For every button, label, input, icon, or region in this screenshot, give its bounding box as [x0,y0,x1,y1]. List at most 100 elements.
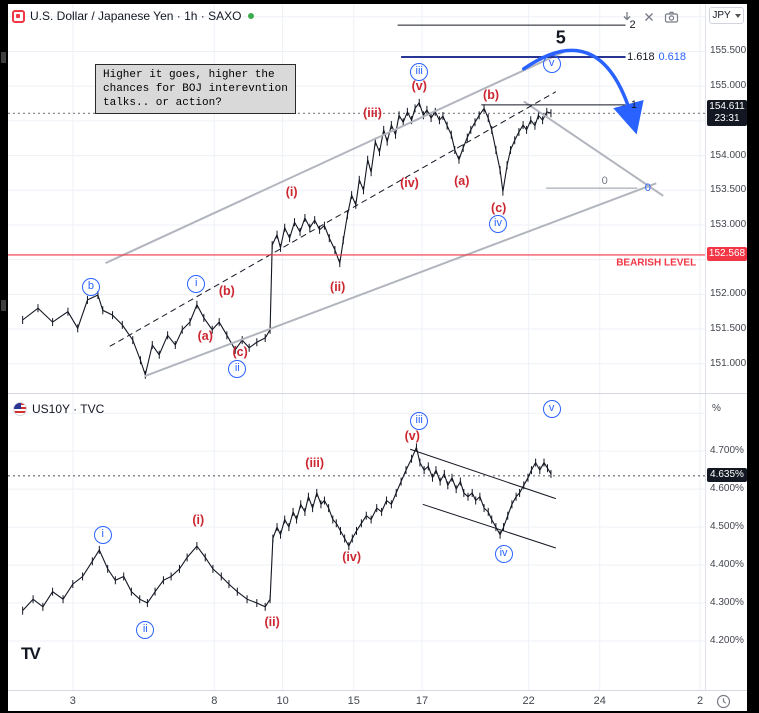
wave-label[interactable]: (i) [285,184,298,199]
price-scale-label: 152.000 [710,288,747,300]
price-badge: 154.611 23:31 [707,99,747,126]
price-scale-label: 153.000 [710,218,747,230]
symbol-title[interactable]: U.S. Dollar / Japanese Yen · 1h · SAXO [30,9,242,23]
time-axis-labels: 3 8 10 15 17 22 24 2 [8,691,747,711]
trendline[interactable] [109,91,557,347]
symbol-legend-2[interactable]: US10Y · TVC [13,402,104,416]
symbol-title-2[interactable]: US10Y · TVC [32,402,105,416]
symbol-legend[interactable]: U.S. Dollar / Japanese Yen · 1h · SAXO [12,9,255,23]
price-scale-label: 4.200% [710,635,744,646]
chart-pane-area[interactable]: Higher it goes, higher the chances for B… [8,4,705,690]
level-label[interactable]: 0 [601,175,608,188]
level-label[interactable]: 1 [630,98,637,111]
currency-label: JPY [712,10,731,21]
note-line: Higher it goes, higher the [103,69,275,81]
price-series [22,101,552,377]
price-scale-label: 155.500 [710,45,747,57]
wave-label[interactable]: (v) [411,79,427,94]
time-axis-label: 8 [211,695,218,707]
wave-label[interactable]: (a) [454,174,470,189]
trendline[interactable] [523,100,664,197]
pane-separator[interactable] [8,393,747,394]
time-axis-label: 24 [593,695,606,707]
price-scale-label: 4.700% [710,445,744,457]
wave-circle-label[interactable]: b [81,278,100,297]
wave-label[interactable]: (iii) [305,455,325,470]
chevron-down-icon [734,13,741,18]
price-badge: 4.635% [707,468,747,483]
level-label[interactable]: 0 [644,182,651,195]
pane-controls [620,10,679,24]
price-scale-label: 151.000 [710,357,747,369]
price-scale-label: 155.000 [710,80,747,92]
wave-label[interactable]: (iv) [400,176,419,191]
price-scale-label: 4.600% [710,483,744,495]
wave-label[interactable]: (ii) [330,280,346,295]
price-scale-labels: 155.500 155.000 154.000 153.500 153.000 152.0… [706,4,747,690]
price-badge: 152.568 [707,247,747,262]
price-series [22,445,552,611]
wave-label[interactable]: (a) [197,328,213,343]
camera-icon[interactable] [664,10,679,24]
wave-label[interactable]: (c) [232,344,248,359]
level-label[interactable]: 1.618 [627,51,655,64]
price-scale-label: 154.000 [710,149,747,161]
time-axis[interactable]: 3 8 10 15 17 22 24 2 [8,690,747,711]
trendline[interactable] [144,182,657,378]
tradingview-logo[interactable]: TV [21,644,41,663]
percent-unit-label: % [712,403,721,414]
wave-circle-label[interactable]: i [93,525,112,544]
us-flag-icon [13,402,27,416]
projection-arrow[interactable] [522,48,644,135]
clock-icon[interactable] [716,694,731,713]
trendline[interactable] [410,448,557,500]
level-label[interactable]: 2 [629,19,636,32]
note-line: chances for BOJ interevntion [103,83,288,95]
level-label[interactable]: BEARISH LEVEL [616,257,697,269]
annotations-overlay: Higher it goes, higher the chances for B… [8,4,705,690]
note-line: talks.. or action? [103,97,222,109]
wave-label[interactable]: (b) [218,283,235,298]
wave-label[interactable]: (v) [404,428,420,443]
wave-label[interactable]: (b) [483,88,499,103]
note-annotation[interactable]: Higher it goes, higher the chances for B… [95,64,296,114]
wave-circle-label[interactable]: ii [228,360,247,379]
wave-circle-label[interactable]: iv [494,544,513,563]
close-icon[interactable] [643,11,655,23]
left-toolbar-artifact [1,300,6,311]
wave-5-label[interactable]: 5 [555,27,566,48]
wave-label[interactable]: (iv) [342,550,361,565]
wave-circle-label[interactable]: v [542,54,561,73]
price-scale-label: 153.500 [710,184,747,196]
wave-label[interactable]: (ii) [264,615,280,630]
trendline[interactable] [422,503,556,549]
wave-label[interactable]: (i) [192,512,205,527]
time-axis-label: 10 [276,695,289,707]
currency-selector[interactable]: JPY [709,7,744,24]
symbol-logo-icon [12,9,25,23]
wave-circle-label[interactable]: i [187,274,206,293]
wave-circle-label[interactable]: iii [410,63,429,82]
time-axis-label: 17 [415,695,429,707]
time-axis-label: 22 [522,695,535,707]
price-scale[interactable]: 155.500 155.000 154.000 153.500 153.000 152.0… [705,4,747,690]
wave-circle-label[interactable]: iii [410,411,429,430]
price-scale-label: 151.500 [710,323,747,335]
price-scale-label: 4.300% [710,597,744,609]
market-open-dot [248,13,255,19]
price-scale-label: 4.400% [710,559,744,571]
time-axis-label: 2 [697,695,704,707]
price-scale-label: 4.500% [710,521,744,533]
trendline[interactable] [105,49,569,265]
wave-label[interactable]: (c) [491,200,507,215]
wave-circle-label[interactable]: v [542,400,561,419]
wave-label[interactable]: (iii) [363,105,382,120]
wave-circle-label[interactable]: ii [136,620,155,639]
left-toolbar-artifact [1,52,6,63]
level-label[interactable]: 0.618 [658,51,686,64]
wave-circle-label[interactable]: iv [488,214,507,233]
time-axis-label: 3 [69,695,76,707]
download-icon[interactable] [620,10,634,24]
time-axis-label: 15 [347,695,360,707]
